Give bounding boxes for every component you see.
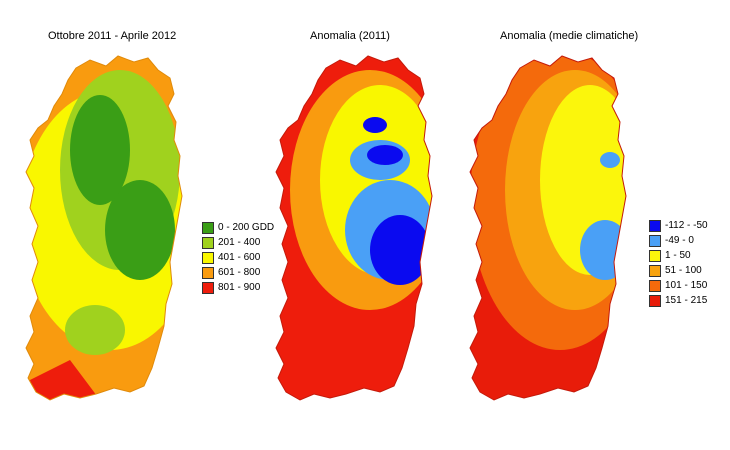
map-title-anomaly-2011: Anomalia (2011) <box>310 30 390 42</box>
legend-swatch <box>649 294 661 307</box>
map-title-gdd: Ottobre 2011 - Aprile 2012 <box>48 30 177 42</box>
legend-swatch <box>202 251 214 264</box>
legend-label: 1 - 50 <box>665 250 691 261</box>
legend-label: 801 - 900 <box>218 282 261 293</box>
legend-item: 601 - 800 <box>202 265 274 280</box>
legend-label: 201 - 400 <box>218 237 261 248</box>
map-gdd <box>25 55 183 401</box>
legend-label: 151 - 215 <box>665 295 708 306</box>
legend-label: 0 - 200 GDD <box>218 222 275 233</box>
legend-gdd: 0 - 200 GDD 201 - 400 401 - 600 601 - 80… <box>202 220 274 295</box>
legend-swatch <box>649 234 661 247</box>
legend-label: 601 - 800 <box>218 267 261 278</box>
legend-item: 201 - 400 <box>202 235 274 250</box>
legend-swatch <box>649 264 661 277</box>
map-anomaly-climate <box>469 55 627 401</box>
map-anomaly-2011 <box>275 55 433 401</box>
legend-item: 151 - 215 <box>649 293 708 308</box>
legend-swatch <box>202 221 214 234</box>
legend-swatch <box>202 266 214 279</box>
legend-item: 801 - 900 <box>202 280 274 295</box>
legend-item: 51 - 100 <box>649 263 708 278</box>
legend-item: -112 - -50 <box>649 218 708 233</box>
legend-item: 401 - 600 <box>202 250 274 265</box>
legend-swatch <box>202 281 214 294</box>
map-title-anomaly-climate: Anomalia (medie climatiche) <box>500 30 639 42</box>
legend-label: -49 - 0 <box>665 235 694 246</box>
legend-swatch <box>649 279 661 292</box>
legend-swatch <box>649 249 661 262</box>
legend-label: 401 - 600 <box>218 252 261 263</box>
legend-swatch <box>649 219 661 232</box>
legend-label: 51 - 100 <box>665 265 702 276</box>
legend-swatch <box>202 236 214 249</box>
legend-label: 101 - 150 <box>665 280 708 291</box>
legend-anomaly: -112 - -50 -49 - 0 1 - 50 51 - 100 101 -… <box>649 218 708 308</box>
legend-item: 1 - 50 <box>649 248 708 263</box>
legend-item: -49 - 0 <box>649 233 708 248</box>
legend-item: 0 - 200 GDD <box>202 220 274 235</box>
legend-label: -112 - -50 <box>665 220 708 231</box>
legend-item: 101 - 150 <box>649 278 708 293</box>
